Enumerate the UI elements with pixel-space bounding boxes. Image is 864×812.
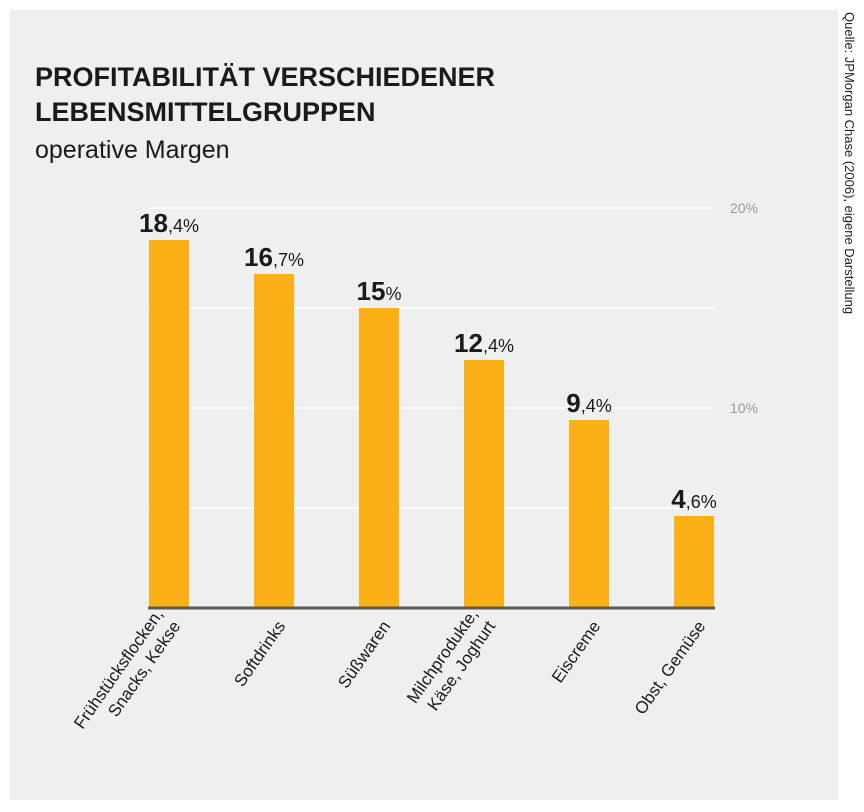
x-tick-label: Obst, Gemüse — [631, 617, 709, 718]
source: Quelle: JPMorgan Chase (2006), eigene Da… — [842, 12, 857, 314]
bar — [359, 308, 399, 608]
value-label: 16,7% — [244, 242, 304, 272]
value-label: 9,4% — [566, 388, 612, 418]
x-tick-label: Softdrinks — [230, 617, 289, 690]
value-label: 15% — [357, 276, 402, 306]
panel — [10, 10, 838, 800]
bar — [674, 516, 714, 608]
chart-title: PROFITABILITÄT VERSCHIEDENER LEBENSMITTE… — [35, 62, 496, 127]
chart-subtitle: operative Margen — [35, 136, 230, 164]
x-tick-label: Frühstücksflocken,Snacks, Kekse — [70, 605, 184, 744]
bar — [569, 420, 609, 608]
bar — [149, 240, 189, 608]
bar — [464, 360, 504, 608]
x-tick-label: Eiscreme — [548, 617, 604, 686]
value-label: 12,4% — [454, 328, 514, 358]
x-tick-label: Milchprodukte,Käse, Joghurt — [403, 605, 499, 719]
y-tick-label: 20% — [730, 200, 758, 216]
value-label: 4,6% — [671, 484, 717, 514]
y-tick-label: 10% — [730, 400, 758, 416]
value-label: 18,4% — [139, 208, 199, 238]
x-tick-label: Süßwaren — [334, 617, 394, 691]
bar — [254, 274, 294, 608]
